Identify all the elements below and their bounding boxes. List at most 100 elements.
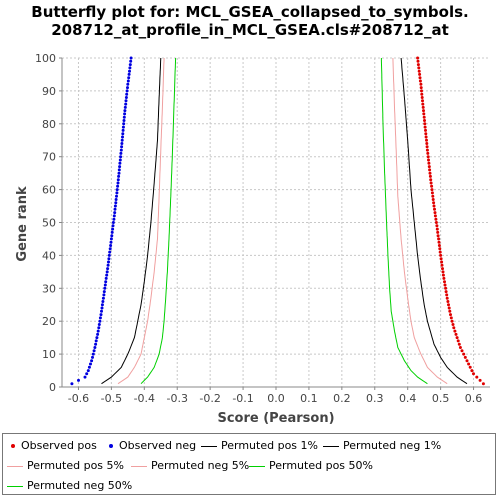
data-point — [127, 72, 131, 76]
data-point — [422, 115, 426, 119]
data-point — [122, 115, 126, 119]
data-point — [105, 273, 109, 277]
y-tick-label: 80 — [42, 118, 56, 131]
data-point — [429, 178, 433, 182]
data-point — [420, 89, 423, 93]
data-point — [420, 96, 424, 99]
x-tick-label: -0.2 — [199, 392, 220, 405]
data-point — [123, 112, 127, 116]
legend-line-pink — [131, 465, 147, 467]
data-point — [90, 359, 94, 363]
data-point — [441, 273, 445, 277]
series-line-3 — [101, 57, 162, 385]
legend-label: Observed pos — [21, 439, 97, 452]
y-tick-label: 30 — [42, 282, 56, 295]
data-point — [100, 309, 103, 313]
data-point — [103, 283, 107, 287]
y-tick-label: 0 — [49, 381, 56, 394]
data-point — [436, 230, 440, 234]
data-point — [451, 323, 455, 326]
data-point — [421, 105, 425, 109]
data-point — [106, 267, 110, 271]
data-point — [439, 253, 443, 257]
data-point — [430, 184, 434, 188]
legend-label: Permuted neg 5% — [151, 459, 250, 472]
data-point — [433, 207, 436, 211]
data-point — [435, 227, 439, 231]
data-point — [115, 191, 119, 195]
data-point — [124, 102, 128, 106]
data-point — [417, 69, 421, 73]
data-point — [120, 145, 124, 149]
data-point — [418, 72, 422, 76]
x-tick-label: 0.3 — [366, 392, 384, 405]
data-point — [128, 66, 132, 70]
data-point — [419, 86, 423, 90]
x-tick-label: -0.6 — [68, 392, 89, 405]
data-point — [424, 135, 428, 139]
data-point — [431, 194, 435, 198]
data-point — [103, 286, 107, 290]
data-point — [107, 253, 111, 257]
data-point — [445, 296, 449, 300]
data-point — [119, 151, 123, 155]
legend-dot-red — [11, 444, 15, 448]
data-point — [441, 267, 444, 271]
data-point — [129, 59, 133, 63]
data-point — [124, 96, 128, 99]
series-line-7 — [140, 57, 177, 385]
data-point — [109, 237, 113, 241]
data-point — [440, 260, 444, 264]
data-point — [124, 99, 128, 103]
data-point — [123, 105, 127, 109]
data-point — [452, 326, 456, 330]
data-point — [468, 365, 472, 369]
legend-line-green — [7, 485, 23, 487]
data-point — [437, 244, 441, 247]
data-point — [98, 319, 102, 323]
data-point — [436, 234, 440, 238]
data-point — [442, 276, 446, 280]
data-point — [481, 382, 485, 386]
legend-label: Permuted pos 5% — [27, 459, 124, 472]
data-point — [472, 372, 475, 376]
data-point — [118, 165, 122, 169]
data-point — [117, 174, 121, 178]
chart-title: Butterfly plot for: MCL_GSEA_collapsed_t… — [31, 3, 469, 21]
data-point — [109, 240, 113, 244]
x-tick-label: 0.6 — [465, 392, 483, 405]
data-point — [439, 257, 443, 261]
series-line-4 — [392, 57, 448, 385]
legend-item-permuted-neg-5: Permuted neg 5% — [129, 459, 249, 473]
data-point — [422, 112, 426, 116]
data-point — [105, 270, 109, 274]
data-point — [111, 227, 115, 231]
y-tick-label: 50 — [42, 217, 56, 230]
data-point — [101, 300, 105, 303]
data-point — [440, 263, 444, 267]
data-point — [115, 188, 119, 192]
data-point — [101, 296, 105, 300]
data-point — [113, 204, 117, 208]
data-point — [118, 161, 122, 165]
y-axis-label: Gene rank — [15, 186, 30, 262]
data-point — [94, 342, 98, 346]
data-point — [121, 135, 124, 139]
data-point — [449, 313, 452, 317]
data-point — [433, 214, 437, 218]
data-point — [435, 224, 439, 228]
data-point — [86, 369, 90, 373]
legend-item-permuted-neg-50: Permuted neg 50% — [5, 479, 132, 493]
data-point — [434, 221, 438, 224]
data-point — [87, 365, 91, 369]
data-point — [117, 168, 121, 172]
data-point — [449, 316, 453, 320]
data-point — [120, 138, 124, 142]
data-point — [424, 128, 427, 132]
data-point — [424, 132, 428, 136]
data-point — [127, 76, 131, 80]
data-point — [453, 329, 457, 333]
data-point — [429, 181, 433, 185]
legend-label: Permuted pos 1% — [221, 439, 318, 452]
